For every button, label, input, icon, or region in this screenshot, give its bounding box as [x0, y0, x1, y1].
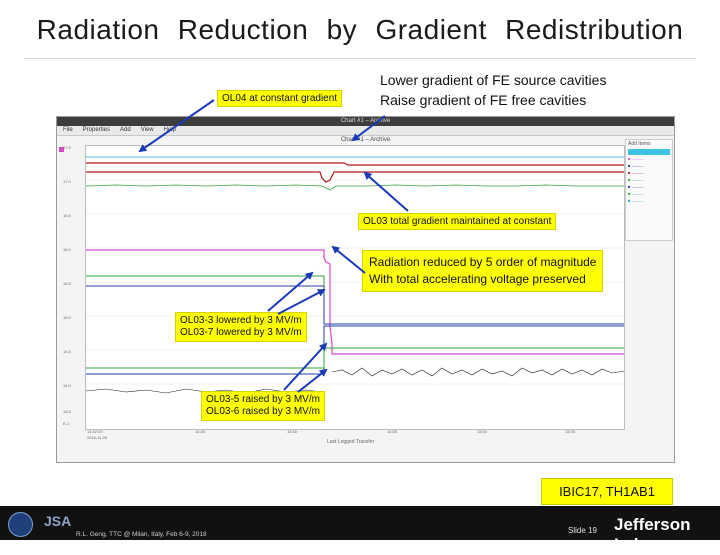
- menu-properties[interactable]: Properties: [82, 127, 111, 133]
- y-tick-label: 14.5: [63, 349, 71, 354]
- trace-ol03-6-green: [86, 347, 624, 369]
- pink-marker: [59, 147, 64, 152]
- y-tick-label: 15.5: [63, 281, 71, 286]
- arrow-ol04: [138, 99, 215, 153]
- menu-view[interactable]: View: [140, 127, 154, 133]
- top-annotation-line-1: Lower gradient of FE source cavities: [380, 72, 607, 88]
- top-annotation-line-2: Raise gradient of FE free cavities: [380, 92, 587, 108]
- x-tick-label: 15:00: [477, 429, 488, 434]
- trace-noisy-bottom: [331, 367, 625, 377]
- conference-badge: IBIC17, TH1AB1: [541, 478, 673, 505]
- arrow-top-label: [351, 115, 386, 142]
- trace-red-top: [86, 162, 624, 166]
- x-tick-label: 14:55: [387, 429, 398, 434]
- legend-entry-blue-2[interactable]: ■ ———: [628, 184, 644, 189]
- menu-file[interactable]: File: [63, 127, 73, 133]
- trace-green-noisy: [85, 184, 624, 191]
- slide-number: Slide 19: [568, 526, 597, 535]
- callout-radiation: Radiation reduced by 5 order of magnitud…: [362, 250, 604, 292]
- legend-entry-green-2[interactable]: ■ ———: [628, 191, 644, 196]
- x-tick-label: 15:05: [565, 429, 576, 434]
- x-tick-label: 14:42:00: [87, 429, 103, 434]
- arrows-overlay: [138, 99, 409, 393]
- trace-red-mid: [86, 171, 624, 183]
- legend-entry-magenta[interactable]: ■ ———: [628, 156, 644, 161]
- callout-ol04: OL04 at constant gradient: [217, 90, 343, 107]
- x-tick-label: 14:50: [287, 429, 298, 434]
- x-axis-label: Last Logged Transfer: [327, 439, 375, 445]
- trace-ol03-7-blue: [86, 285, 624, 325]
- callout-raised-line-2: OL03-6 raised by 3 MV/m: [206, 406, 320, 417]
- legend-entry-red[interactable]: ■ ———: [628, 170, 644, 175]
- arrow-ol03-total: [363, 171, 409, 212]
- callout-raised: OL03-5 raised by 3 MV/m OL03-6 raised by…: [201, 391, 325, 421]
- legend-selected-item[interactable]: [628, 149, 670, 155]
- y-tick-label: 16.5: [63, 213, 71, 218]
- legend-entry-green[interactable]: ■ ———: [628, 177, 644, 182]
- y-tick-label: 16.0: [63, 247, 71, 252]
- legend-entry-blue[interactable]: ■ ———: [628, 163, 644, 168]
- arrow-lowered-1: [267, 271, 314, 312]
- y-tick-label: E-1: [63, 421, 70, 426]
- footer-bar: [0, 506, 720, 540]
- callout-radiation-line-1: Radiation reduced by 5 order of magnitud…: [369, 255, 597, 269]
- chart-title: Chart #1 – Archive: [340, 137, 391, 143]
- chart-window-titlebar: Chart #1 – Archive: [57, 117, 674, 126]
- top-annotation: Lower gradient of FE source cavities Rai…: [380, 70, 606, 110]
- x-start-date: 2016-11-09: [87, 435, 108, 440]
- callout-lowered-line-1: OL03-3 lowered by 3 MV/m: [180, 315, 302, 326]
- callout-raised-line-1: OL03-5 raised by 3 MV/m: [206, 394, 320, 405]
- y-tick-label: 15.0: [63, 315, 71, 320]
- slide-title: Radiation Reduction by Gradient Redistri…: [36, 14, 684, 45]
- title-divider: [24, 58, 696, 59]
- y-tick-label: 14.0: [63, 383, 71, 388]
- jsa-logo: JSA: [44, 513, 72, 529]
- callout-ol03-total: OL03 total gradient maintained at consta…: [358, 213, 557, 230]
- doe-seal-icon: [8, 512, 33, 537]
- y-tick-label: 13.5: [63, 409, 71, 414]
- jefferson-lab-logo: Jefferson Lab: [614, 515, 691, 554]
- callout-lowered: OL03-3 lowered by 3 MV/m OL03-7 lowered …: [175, 312, 307, 342]
- legend-panel[interactable]: Add Items ■ ——— ■ ——— ■ ——— ■ ——— ■ ——— …: [625, 139, 673, 241]
- arrow-raised-1: [283, 342, 328, 391]
- y-tick-label: 17.0: [63, 179, 71, 184]
- y-tick-label: 17.5: [63, 145, 71, 150]
- legend-header: Add Items: [628, 141, 651, 147]
- menu-add[interactable]: Add: [120, 127, 131, 133]
- trace-magenta: [86, 249, 624, 355]
- legend-entry-cyan[interactable]: ■ ———: [628, 198, 644, 203]
- presenter-info: R.L. Geng, TTC @ Milan, Italy, Feb 6-9, …: [76, 531, 207, 538]
- x-tick-label: 14:45: [195, 429, 206, 434]
- arrow-radiation: [331, 245, 366, 274]
- arrow-raised-2: [297, 368, 328, 393]
- callout-radiation-line-2: With total accelerating voltage preserve…: [369, 272, 586, 286]
- arrow-lowered-2: [277, 289, 326, 315]
- callout-lowered-line-2: OL03-7 lowered by 3 MV/m: [180, 327, 302, 338]
